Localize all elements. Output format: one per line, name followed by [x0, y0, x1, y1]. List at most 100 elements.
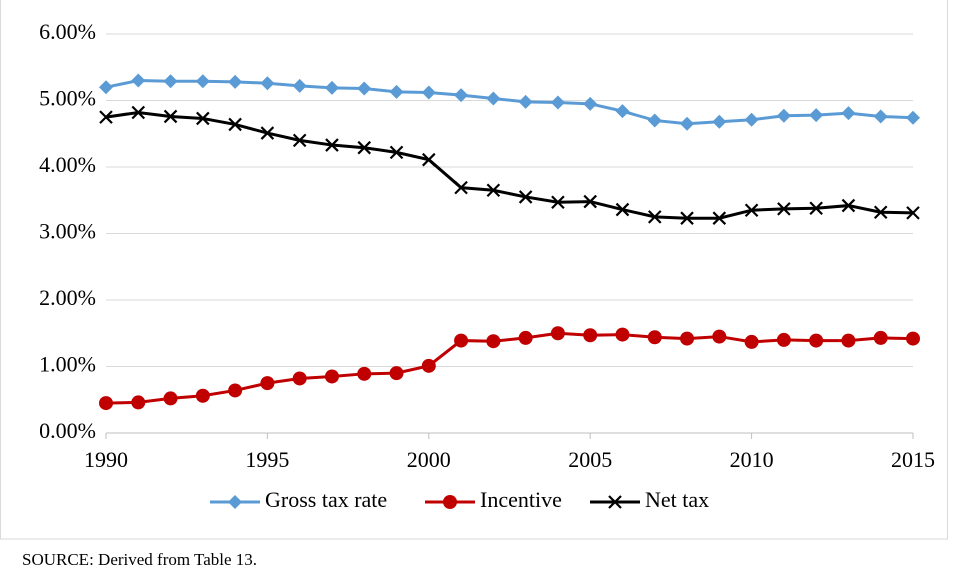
marker [422, 152, 436, 167]
marker [357, 366, 372, 381]
marker [608, 495, 622, 509]
y-tick-label: 0.00% [39, 418, 96, 443]
marker [163, 391, 178, 406]
marker [99, 80, 113, 95]
x-tick-label: 1990 [84, 447, 128, 472]
marker [518, 330, 533, 345]
marker [357, 140, 372, 155]
marker [389, 145, 404, 160]
marker [680, 331, 695, 346]
marker [906, 110, 920, 125]
y-tick-label: 6.00% [39, 19, 96, 44]
marker [712, 211, 727, 225]
marker [809, 333, 824, 348]
marker [873, 109, 888, 124]
marker [551, 195, 565, 210]
x-tick-label: 2000 [407, 447, 451, 472]
x-tick-label: 1995 [245, 447, 289, 472]
marker [873, 330, 888, 345]
marker [518, 190, 533, 204]
marker [841, 106, 856, 121]
marker [454, 88, 469, 103]
chart-border [0, 0, 948, 540]
marker [454, 333, 469, 348]
marker [712, 329, 727, 344]
marker [583, 328, 598, 343]
legend-label: Net tax [645, 487, 709, 512]
marker [260, 376, 275, 391]
marker [357, 81, 372, 96]
marker [195, 74, 210, 89]
marker [906, 206, 920, 220]
marker [292, 371, 307, 386]
marker [583, 96, 598, 111]
marker [421, 85, 436, 100]
y-tick-label: 1.00% [39, 352, 96, 377]
marker [131, 73, 146, 88]
marker [550, 95, 565, 110]
marker [421, 358, 436, 373]
marker [776, 108, 791, 123]
marker [647, 330, 662, 345]
marker [292, 78, 307, 93]
marker [260, 76, 275, 91]
source-note: SOURCE: Derived from Table 13. [22, 550, 257, 569]
marker [443, 495, 457, 509]
y-tick-label: 4.00% [39, 152, 96, 177]
marker [873, 205, 888, 219]
marker [131, 395, 146, 410]
marker [228, 117, 242, 132]
marker [615, 104, 630, 119]
marker [680, 211, 694, 225]
marker [389, 366, 404, 381]
marker [744, 203, 759, 218]
marker [841, 198, 856, 213]
marker [680, 116, 695, 131]
y-tick-label: 3.00% [39, 219, 96, 244]
marker [809, 201, 823, 216]
marker [518, 94, 533, 109]
series-line [105, 79, 914, 126]
marker [486, 183, 501, 198]
marker [615, 327, 630, 342]
legend-label: Incentive [480, 487, 562, 512]
marker [583, 194, 597, 209]
marker [454, 180, 468, 195]
x-tick-label: 2010 [730, 447, 774, 472]
marker [809, 108, 824, 123]
marker [292, 133, 307, 148]
marker [550, 326, 565, 341]
marker [615, 202, 630, 217]
series-line [105, 331, 914, 405]
marker [228, 383, 243, 398]
marker [195, 388, 210, 403]
marker [325, 138, 339, 152]
marker [196, 111, 210, 126]
y-tick-label: 5.00% [39, 86, 96, 111]
marker [647, 210, 662, 224]
series-line [105, 110, 914, 220]
x-tick-label: 2005 [568, 447, 612, 472]
y-tick-label: 2.00% [39, 285, 96, 310]
marker [777, 202, 791, 216]
marker [324, 369, 339, 384]
marker [744, 112, 759, 127]
x-tick-label: 2015 [891, 447, 935, 472]
marker [744, 334, 759, 349]
marker [163, 109, 178, 124]
marker [906, 331, 920, 346]
marker [228, 74, 243, 89]
marker [841, 333, 856, 348]
marker [99, 110, 113, 124]
marker [324, 80, 339, 95]
marker [228, 495, 242, 509]
marker [131, 105, 146, 120]
marker [389, 84, 404, 99]
marker [776, 332, 791, 347]
marker [163, 74, 178, 89]
marker [486, 91, 501, 106]
marker [712, 114, 727, 129]
marker [99, 396, 113, 411]
